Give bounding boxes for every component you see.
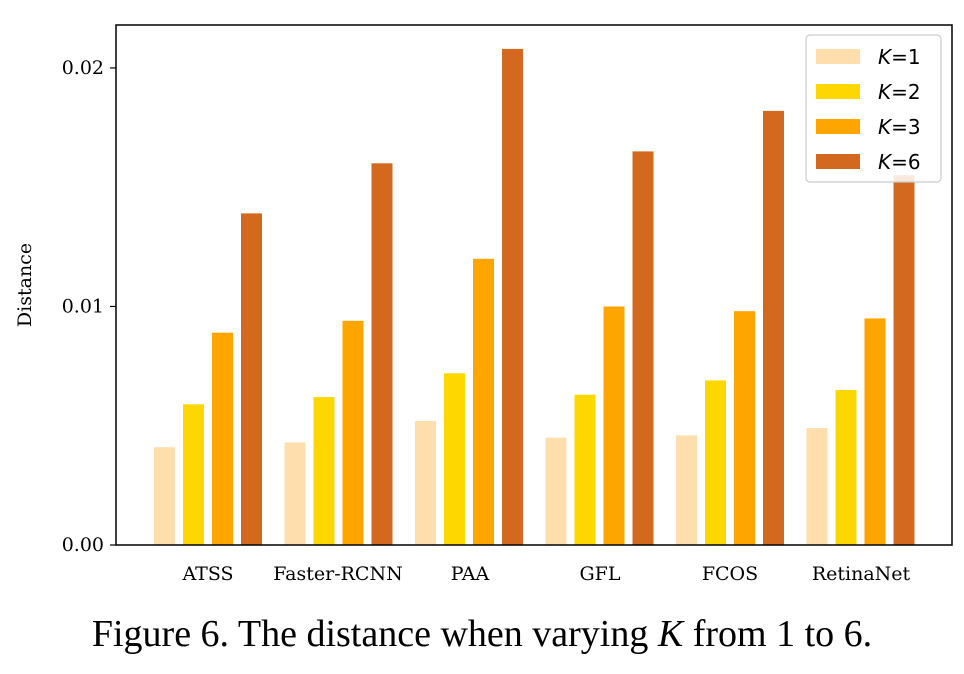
y-axis-label: Distance	[14, 243, 36, 327]
y-axis: 0.00 0.01 0.02	[62, 57, 116, 556]
bar-atss-k3	[212, 332, 233, 545]
x-axis: ATSS Faster-RCNN PAA GFL FCOS RetinaNet	[181, 563, 910, 585]
bar-fcos-k3	[734, 311, 755, 545]
x-tick-label: RetinaNet	[812, 563, 911, 585]
bar-fcos-k6	[763, 110, 784, 546]
x-tick-label: FCOS	[702, 563, 758, 585]
bar-faster-rcnn-k1	[284, 442, 306, 545]
bar-atss-k1	[154, 447, 175, 545]
bar-retinanet-k3	[864, 318, 886, 545]
x-tick-label: Faster-RCNN	[273, 563, 402, 585]
bar-paa-k6	[502, 48, 523, 546]
bar-faster-rcnn-k2	[313, 397, 335, 545]
legend-label: K=2	[878, 80, 921, 104]
y-tick-label: 0.00	[62, 534, 104, 556]
bar-gfl-k1	[545, 437, 567, 545]
bar-retinanet-k2	[835, 390, 857, 545]
bar-atss-k6	[241, 213, 262, 545]
bar-gfl-k2	[574, 394, 596, 545]
bar-atss-k2	[183, 404, 204, 545]
x-tick-label: GFL	[580, 563, 621, 585]
legend-label: K=3	[878, 115, 921, 139]
bar-paa-k2	[444, 373, 465, 545]
legend: K=1 K=2 K=3 K=6	[805, 34, 942, 183]
bar-retinanet-k1	[806, 428, 828, 545]
legend-swatch-k6	[816, 154, 860, 169]
plot-frame	[115, 24, 953, 546]
legend-swatch-k2	[816, 84, 860, 99]
x-tick-label: ATSS	[181, 563, 233, 585]
caption-prefix: Figure 6. The distance when varying	[91, 613, 658, 655]
legend-swatch-k1	[816, 49, 860, 64]
bar-faster-rcnn-k6	[371, 163, 393, 546]
bar-gfl-k3	[603, 306, 625, 545]
caption-suffix: from 1 to 6.	[683, 613, 873, 655]
bar-faster-rcnn-k3	[342, 320, 364, 545]
bar-retinanet-k6	[893, 175, 915, 546]
legend-box	[805, 34, 942, 183]
bar-gfl-k6	[632, 151, 654, 545]
legend-label: K=6	[878, 150, 921, 174]
y-tick-label: 0.01	[62, 295, 104, 317]
caption-variable: K	[657, 613, 684, 655]
bar-paa-k3	[473, 258, 494, 545]
figure-caption: Figure 6. The distance when varying K fr…	[0, 612, 964, 656]
bar-chart: 0.00 0.01 0.02 ATSS Faster-RCNN PAA GFL FCOS Re…	[14, 24, 953, 585]
bars-group	[154, 48, 915, 546]
bar-paa-k1	[415, 421, 436, 545]
bar-fcos-k2	[705, 380, 726, 545]
bar-fcos-k1	[676, 435, 697, 545]
x-tick-label: PAA	[451, 563, 490, 585]
legend-label: K=1	[878, 45, 921, 69]
legend-swatch-k3	[816, 119, 860, 134]
y-tick-label: 0.02	[62, 57, 104, 79]
